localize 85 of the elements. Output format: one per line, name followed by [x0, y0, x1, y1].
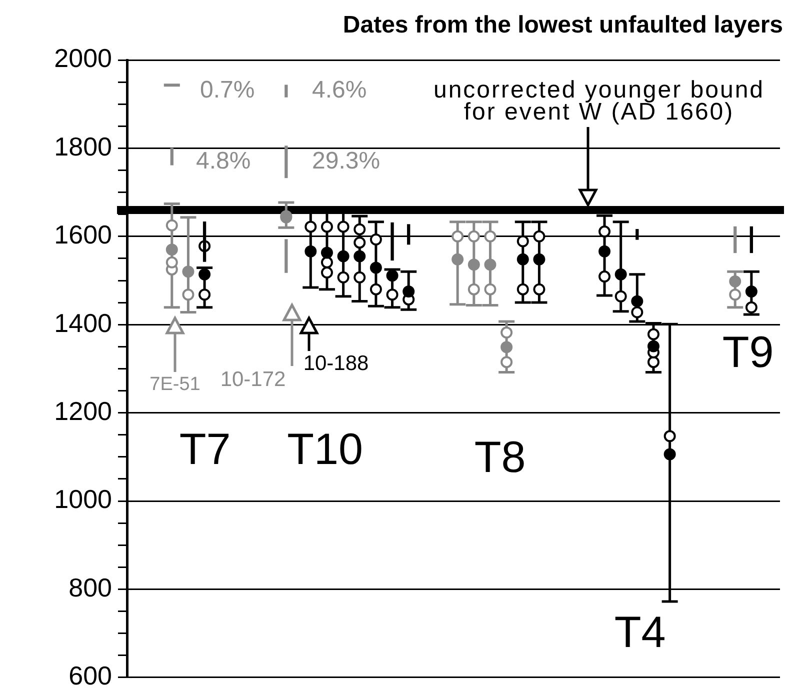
point	[745, 286, 758, 298]
point	[533, 230, 546, 242]
point	[598, 270, 611, 283]
point	[370, 262, 382, 274]
point	[337, 271, 350, 284]
ref-line-label: uncorrected younger bound for event W (AD 1660)	[433, 76, 765, 126]
point	[614, 268, 627, 280]
point	[337, 250, 350, 262]
point	[647, 328, 660, 340]
point	[304, 220, 317, 233]
point	[598, 226, 611, 238]
point	[745, 301, 758, 314]
point	[500, 356, 513, 368]
point	[500, 326, 513, 339]
y-tick-label: 1400	[54, 308, 112, 338]
annotation: 4.8%	[196, 148, 251, 175]
point	[198, 268, 211, 280]
point	[354, 223, 366, 236]
point	[614, 290, 627, 302]
point	[647, 356, 660, 368]
annotation: T10	[287, 425, 363, 474]
point	[484, 230, 496, 242]
annotation: T9	[722, 328, 774, 378]
point	[402, 286, 415, 298]
point	[198, 288, 211, 301]
annotation: 10-188	[303, 352, 369, 375]
point	[354, 236, 366, 249]
bar	[734, 226, 737, 254]
y-tick-label: 1600	[54, 220, 112, 250]
point	[729, 288, 742, 301]
point	[468, 283, 480, 296]
annotation: 10-172	[220, 368, 286, 391]
y-tick-label: 1000	[54, 484, 112, 514]
bar	[284, 146, 288, 178]
y-tick-label: 600	[68, 660, 112, 691]
annotation: 7E-51	[150, 374, 200, 396]
point	[468, 258, 480, 271]
point	[729, 275, 742, 288]
annotation: 29.3%	[312, 148, 380, 175]
point	[452, 230, 464, 242]
bar	[170, 148, 174, 166]
point	[320, 220, 333, 233]
point	[320, 266, 333, 279]
annotation: T4	[614, 608, 666, 658]
point	[484, 283, 496, 296]
point	[452, 253, 464, 266]
annotation: 4.6%	[312, 76, 367, 104]
point	[484, 258, 496, 271]
point	[337, 220, 350, 233]
point	[516, 235, 529, 248]
point	[500, 341, 513, 354]
point	[647, 340, 660, 352]
y-tick-label: 2000	[54, 43, 112, 74]
annotation: T8	[474, 433, 526, 482]
point	[182, 266, 194, 278]
point	[370, 283, 382, 296]
point	[320, 246, 333, 259]
y-tick-label: 1800	[54, 131, 112, 162]
point	[304, 245, 317, 258]
point	[631, 295, 644, 308]
point	[386, 270, 398, 282]
point	[370, 233, 382, 246]
point	[354, 271, 366, 284]
point	[166, 219, 178, 232]
point	[386, 288, 398, 301]
annotation: T7	[179, 425, 231, 474]
bar	[284, 239, 288, 273]
point	[320, 256, 333, 268]
annotation: 0.7%	[200, 76, 255, 104]
y-tick-label: 800	[68, 572, 112, 602]
point	[533, 283, 546, 296]
point	[664, 430, 676, 442]
point	[516, 283, 529, 296]
y-tick-label: 1200	[54, 396, 112, 426]
chart-title: Dates from the lowest unfaulted layers	[342, 12, 783, 39]
point	[664, 448, 676, 460]
point	[516, 253, 529, 266]
point	[354, 250, 366, 262]
point	[468, 230, 480, 242]
point	[182, 288, 194, 301]
point	[533, 253, 546, 266]
point	[166, 244, 178, 256]
point	[166, 256, 178, 268]
point	[631, 306, 644, 318]
point	[598, 245, 611, 258]
